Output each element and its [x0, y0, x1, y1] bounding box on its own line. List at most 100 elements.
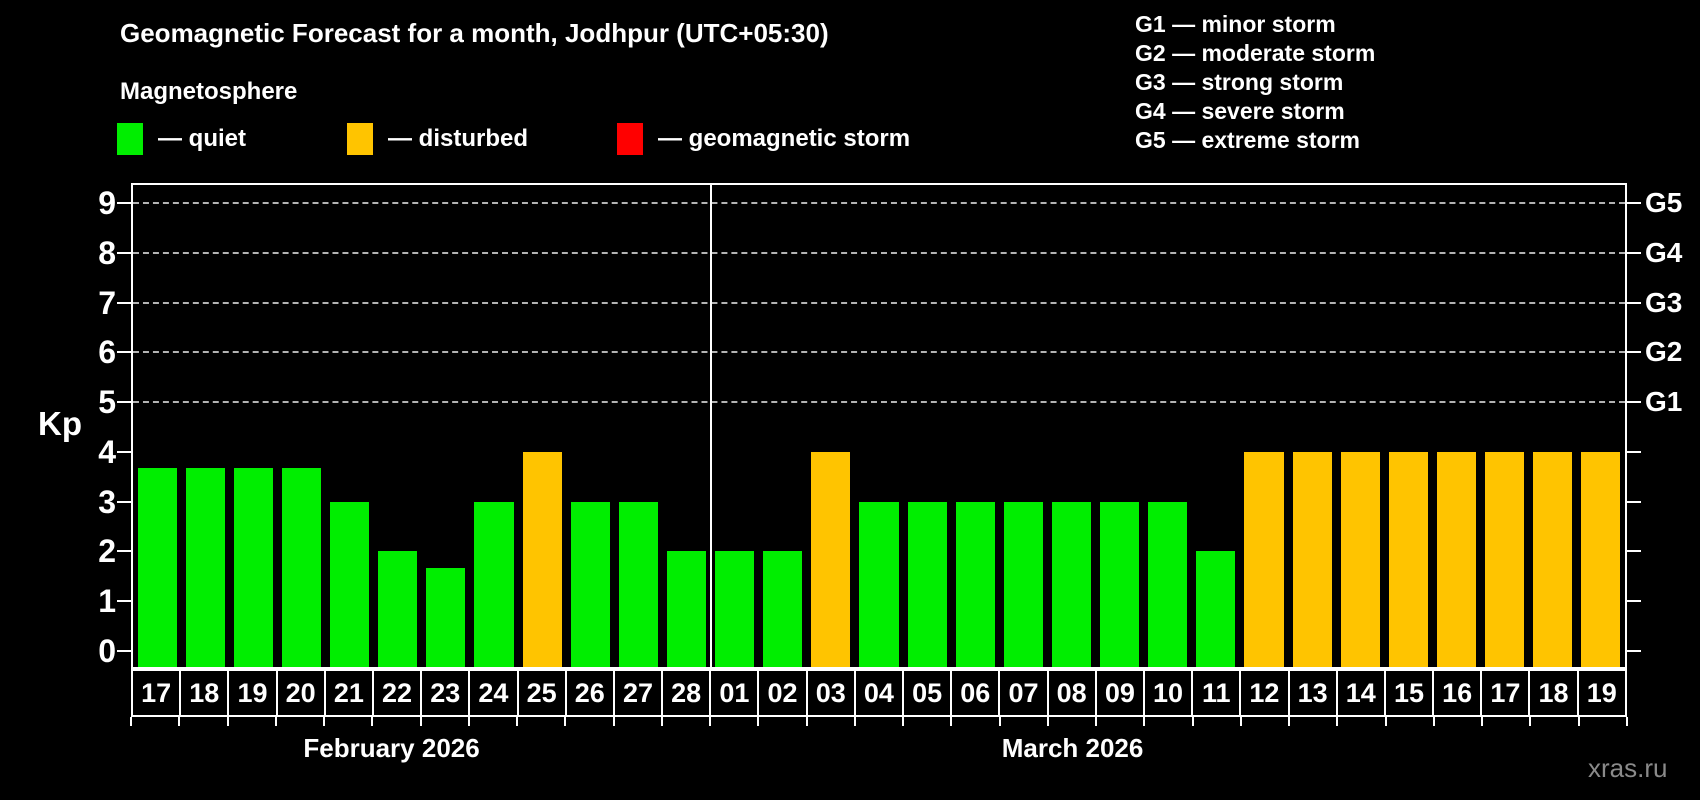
day-boundary-tick-9 — [564, 717, 567, 726]
day-boundary-tick-23 — [1239, 717, 1242, 726]
day-label-march-15: 15 — [1386, 671, 1435, 715]
y-axis-label-6: 6 — [98, 334, 116, 371]
kp-bar-february-22 — [378, 551, 418, 667]
day-label-february-25: 25 — [519, 671, 567, 715]
legend-swatch-disturbed — [347, 123, 373, 155]
kp-bar-march-07 — [1003, 501, 1043, 667]
y-axis-tick-right-8 — [1627, 251, 1641, 254]
y-axis-tick-right-7 — [1627, 301, 1641, 304]
kp-bar-march-10 — [1148, 501, 1188, 667]
y-axis-tick-left-4 — [117, 450, 131, 453]
day-boundary-tick-18 — [998, 717, 1001, 726]
day-label-february-24: 24 — [470, 671, 519, 715]
day-label-march-09: 09 — [1097, 671, 1145, 715]
legend-label-geomagnetic-storm: — geomagnetic storm — [658, 125, 911, 152]
legend-item-quiet: — quiet — [117, 123, 246, 155]
kp-bar-february-28 — [666, 551, 707, 667]
g-legend-line-5: G5 — extreme storm — [1135, 127, 1360, 153]
day-boundary-tick-27 — [1432, 717, 1435, 726]
day-boundary-tick-11 — [660, 717, 663, 726]
y-axis-label-1: 1 — [98, 583, 116, 620]
y-axis-label-4: 4 — [98, 433, 116, 470]
y-axis-tick-right-2 — [1627, 550, 1641, 553]
month-label-march: March 2026 — [1001, 733, 1144, 763]
day-boundary-tick-17 — [950, 717, 953, 726]
day-boundary-tick-26 — [1384, 717, 1387, 726]
day-label-march-04: 04 — [856, 671, 904, 715]
y-axis-tick-left-0 — [117, 650, 131, 653]
day-label-march-14: 14 — [1338, 671, 1386, 715]
day-label-february-28: 28 — [663, 671, 712, 715]
kp-bar-february-25 — [522, 451, 562, 667]
day-label-march-11: 11 — [1193, 671, 1242, 715]
g-legend-line-1: G1 — minor storm — [1135, 11, 1336, 37]
g-legend-line-2: G2 — moderate storm — [1135, 40, 1376, 66]
legend-swatch-geomagnetic-storm — [617, 123, 643, 155]
kp-bar-march-14 — [1340, 451, 1380, 667]
legend-swatch-quiet — [117, 123, 143, 155]
day-boundary-tick-7 — [467, 717, 470, 726]
kp-bar-march-15 — [1388, 451, 1428, 667]
watermark: xras.ru — [1588, 753, 1668, 783]
kp-bar-february-23 — [426, 567, 466, 667]
day-boundary-tick-4 — [323, 717, 326, 726]
right-axis-label-g2: G2 — [1645, 336, 1683, 368]
kp-bar-february-27 — [618, 501, 658, 667]
day-boundary-tick-0 — [130, 717, 132, 726]
day-boundary-tick-16 — [902, 717, 905, 726]
kp-bar-march-09 — [1100, 501, 1140, 667]
kp-bar-march-01 — [715, 551, 755, 667]
day-label-february-17: 17 — [133, 671, 182, 715]
day-label-march-19: 19 — [1586, 678, 1617, 708]
kp-bar-march-04 — [859, 501, 899, 667]
g-legend-line-3: G3 — strong storm — [1135, 69, 1344, 95]
y-axis-label-2: 2 — [98, 533, 116, 570]
day-label-march-13: 13 — [1290, 671, 1338, 715]
gridline-kp-7 — [133, 301, 1625, 304]
y-axis-tick-right-9 — [1627, 201, 1641, 204]
day-boundary-tick-8 — [516, 717, 519, 726]
kp-bar-march-03 — [811, 451, 851, 667]
kp-bar-march-16 — [1436, 451, 1477, 667]
plot-area — [131, 183, 1627, 669]
y-axis-tick-left-5 — [117, 401, 131, 404]
day-label-march-12: 12 — [1241, 671, 1290, 715]
day-label-february-19: 19 — [229, 671, 278, 715]
day-label-february-27: 27 — [615, 671, 664, 715]
day-label-march-06: 06 — [952, 671, 1001, 715]
gridline-kp-9 — [133, 201, 1625, 204]
kp-bar-march-06 — [955, 501, 995, 667]
legend-item-disturbed: — disturbed — [347, 123, 528, 155]
y-axis-tick-right-1 — [1627, 600, 1641, 603]
day-label-march-18: 18 — [1530, 671, 1579, 715]
chart-title: Geomagnetic Forecast for a month, Jodhpu… — [120, 18, 829, 48]
g-legend-line-4: G4 — severe storm — [1135, 98, 1345, 124]
day-boundary-tick-20 — [1095, 717, 1098, 726]
day-boundary-tick-15 — [853, 717, 856, 726]
day-boundary-tick-31 — [1626, 717, 1628, 726]
day-boundary-tick-24 — [1288, 717, 1291, 726]
day-label-february-26: 26 — [567, 671, 615, 715]
kp-bar-march-08 — [1051, 501, 1092, 667]
kp-bar-february-24 — [474, 501, 514, 667]
kp-bar-february-19 — [233, 468, 273, 667]
y-axis-tick-right-5 — [1627, 401, 1641, 404]
day-boundary-tick-6 — [419, 717, 422, 726]
day-label-march-01: 01 — [711, 671, 760, 715]
g-scale-legend: G1 — minor storm G2 — moderate storm G3 — … — [1135, 10, 1375, 155]
day-label-march-16: 16 — [1434, 671, 1483, 715]
y-axis-tick-left-9 — [117, 201, 131, 204]
day-boundary-tick-10 — [612, 717, 615, 726]
legend-item-geomagnetic-storm: — geomagnetic storm — [617, 123, 910, 155]
day-axis-row: 17 18 19 20 21 22 23 24 25 26 27 28 01 02 03 04 05 06 07 08… — [131, 669, 1627, 717]
day-label-march-03: 03 — [808, 671, 856, 715]
day-label-february-20: 20 — [278, 671, 326, 715]
day-label-march-17: 17 — [1482, 671, 1531, 715]
day-label-march-07: 07 — [1000, 671, 1049, 715]
y-axis-label-7: 7 — [98, 284, 116, 321]
y-axis-label-9: 9 — [98, 184, 116, 221]
gridline-kp-5 — [133, 401, 1625, 404]
day-boundary-tick-21 — [1143, 717, 1146, 726]
y-axis-tick-left-2 — [117, 550, 131, 553]
